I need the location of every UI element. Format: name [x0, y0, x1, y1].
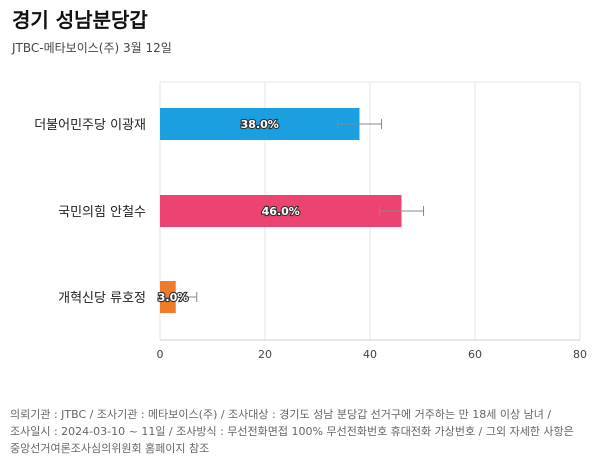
x-tick-label: 40 [363, 348, 377, 361]
bars [160, 108, 402, 313]
value-labels: 38.0% 46.0% 3.0% [157, 117, 301, 305]
category-label: 개혁신당 류호정 [58, 291, 146, 306]
footnote-line-3: 중앙선거여론조사심의위원회 홈페이지 참조 [10, 442, 210, 455]
footnote-line-1: 의뢰기관 : JTBC / 조사기관 : 메타보이스(주) / 조사대상 : 경… [10, 408, 552, 421]
error-bars [164, 119, 425, 302]
value-label: 38.0% [241, 118, 279, 131]
footnote-line-2: 조사일시 : 2024-03-10 ~ 11일 / 조사방식 : 무선전화면접 … [10, 425, 574, 438]
bar [160, 195, 402, 227]
x-tick-label: 20 [258, 348, 272, 361]
x-tick-label: 60 [468, 348, 482, 361]
chart-subtitle: JTBC-메타보이스(주) 3월 12일 [12, 41, 172, 55]
chart-title: 경기 성남분당갑 [12, 8, 148, 32]
value-label: 46.0% [262, 205, 300, 218]
x-tick-label: 0 [157, 348, 164, 361]
x-tick-label: 80 [573, 348, 587, 361]
value-label: 3.0% [158, 291, 189, 304]
survey-footnote: 의뢰기관 : JTBC / 조사기관 : 메타보이스(주) / 조사대상 : 경… [10, 406, 594, 457]
category-label: 국민의힘 안철수 [58, 205, 146, 220]
category-label: 더불어민주당 이광재 [34, 118, 146, 133]
x-axis-ticks: 0 20 40 60 80 [157, 348, 588, 361]
bar [160, 108, 360, 140]
